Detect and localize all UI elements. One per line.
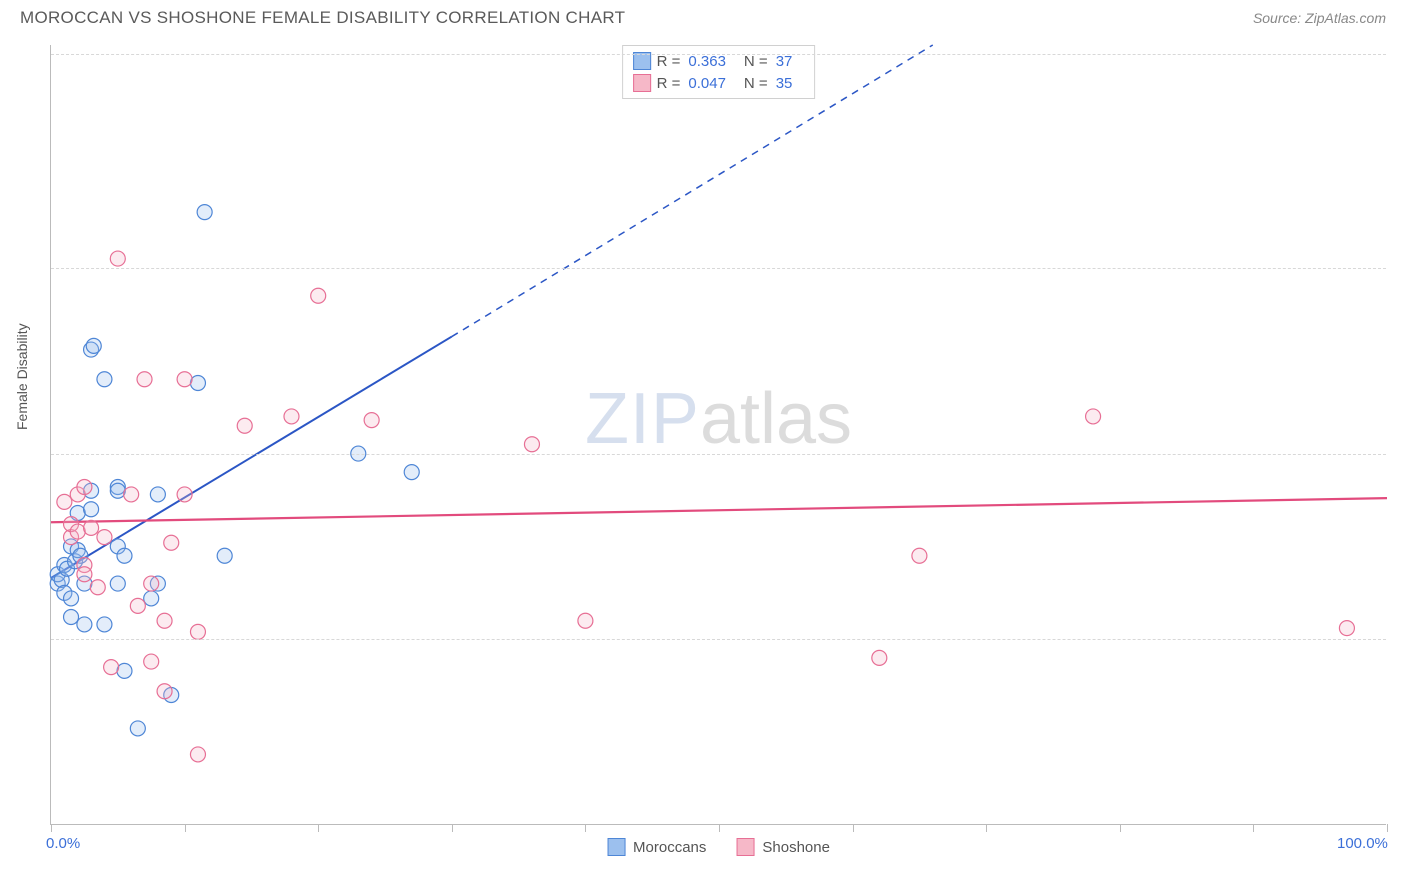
data-point-shoshone [124, 487, 139, 502]
gridline-h [51, 54, 1386, 55]
data-point-shoshone [177, 372, 192, 387]
x-tick [185, 824, 186, 832]
trend-line-moroccans [51, 337, 452, 578]
data-point-shoshone [237, 418, 252, 433]
data-point-moroccans [404, 465, 419, 480]
chart-source: Source: ZipAtlas.com [1253, 10, 1386, 26]
data-point-shoshone [524, 437, 539, 452]
data-point-moroccans [110, 483, 125, 498]
data-point-moroccans [130, 721, 145, 736]
x-tick [1387, 824, 1388, 832]
y-tick-label: 30.0% [1388, 274, 1406, 291]
r-value-1: 0.047 [688, 75, 726, 92]
x-tick [1120, 824, 1121, 832]
data-point-moroccans [150, 487, 165, 502]
scatter-svg [51, 45, 1386, 824]
legend-swatch-shoshone [633, 74, 651, 92]
data-point-moroccans [117, 548, 132, 563]
data-point-shoshone [97, 530, 112, 545]
data-point-shoshone [57, 494, 72, 509]
data-point-shoshone [177, 487, 192, 502]
gridline-h [51, 268, 1386, 269]
n-value-1: 35 [776, 75, 793, 92]
series-legend-item-1: Shoshone [736, 838, 830, 856]
data-point-moroccans [84, 502, 99, 517]
chart-header: MOROCCAN VS SHOSHONE FEMALE DISABILITY C… [0, 0, 1406, 32]
data-point-shoshone [311, 288, 326, 303]
series-legend-label-1: Shoshone [762, 839, 830, 856]
data-point-shoshone [1339, 621, 1354, 636]
data-point-shoshone [1086, 409, 1101, 424]
x-tick [585, 824, 586, 832]
n-label: N = [744, 75, 768, 92]
data-point-shoshone [77, 480, 92, 495]
data-point-moroccans [86, 338, 101, 353]
data-point-shoshone [137, 372, 152, 387]
series-legend-item-0: Moroccans [607, 838, 706, 856]
chart-title: MOROCCAN VS SHOSHONE FEMALE DISABILITY C… [20, 8, 625, 28]
data-point-moroccans [197, 205, 212, 220]
r-label: R = [657, 75, 681, 92]
data-point-moroccans [110, 576, 125, 591]
legend-swatch-moroccans-icon [607, 838, 625, 856]
y-tick-label: 10.0% [1388, 645, 1406, 662]
x-tick [853, 824, 854, 832]
data-point-moroccans [217, 548, 232, 563]
data-point-shoshone [144, 576, 159, 591]
data-point-shoshone [364, 413, 379, 428]
data-point-moroccans [117, 663, 132, 678]
data-point-shoshone [284, 409, 299, 424]
legend-swatch-shoshone-icon [736, 838, 754, 856]
data-point-shoshone [90, 580, 105, 595]
data-point-shoshone [110, 251, 125, 266]
data-point-shoshone [190, 747, 205, 762]
x-tick [452, 824, 453, 832]
data-point-shoshone [578, 613, 593, 628]
y-axis-label: Female Disability [14, 323, 30, 430]
data-point-shoshone [104, 660, 119, 675]
x-tick [1253, 824, 1254, 832]
trend-line-shoshone [51, 498, 1387, 522]
data-point-moroccans [190, 376, 205, 391]
x-tick [51, 824, 52, 832]
series-legend: Moroccans Shoshone [607, 838, 830, 856]
data-point-shoshone [144, 654, 159, 669]
y-tick-label: 40.0% [1388, 60, 1406, 77]
data-point-shoshone [70, 524, 85, 539]
data-point-shoshone [157, 684, 172, 699]
correlation-legend: R = 0.363 N = 37 R = 0.047 N = 35 [622, 45, 816, 99]
data-point-moroccans [64, 591, 79, 606]
gridline-h [51, 639, 1386, 640]
data-point-moroccans [64, 610, 79, 625]
data-point-shoshone [84, 520, 99, 535]
data-point-moroccans [97, 372, 112, 387]
data-point-shoshone [130, 598, 145, 613]
data-point-shoshone [190, 624, 205, 639]
data-point-shoshone [164, 535, 179, 550]
x-tick [719, 824, 720, 832]
data-point-shoshone [872, 650, 887, 665]
x-tick [318, 824, 319, 832]
data-point-moroccans [144, 591, 159, 606]
gridline-h [51, 454, 1386, 455]
data-point-shoshone [912, 548, 927, 563]
x-tick [986, 824, 987, 832]
y-tick-label: 20.0% [1388, 460, 1406, 477]
data-point-moroccans [97, 617, 112, 632]
correlation-legend-row-1: R = 0.047 N = 35 [633, 72, 805, 94]
x-tick-label: 0.0% [46, 835, 80, 852]
data-point-shoshone [77, 567, 92, 582]
data-point-shoshone [157, 613, 172, 628]
chart-plot-area: ZIPatlas R = 0.363 N = 37 R = 0.047 N = … [50, 45, 1386, 825]
series-legend-label-0: Moroccans [633, 839, 706, 856]
data-point-moroccans [77, 617, 92, 632]
x-tick-label: 100.0% [1337, 835, 1388, 852]
